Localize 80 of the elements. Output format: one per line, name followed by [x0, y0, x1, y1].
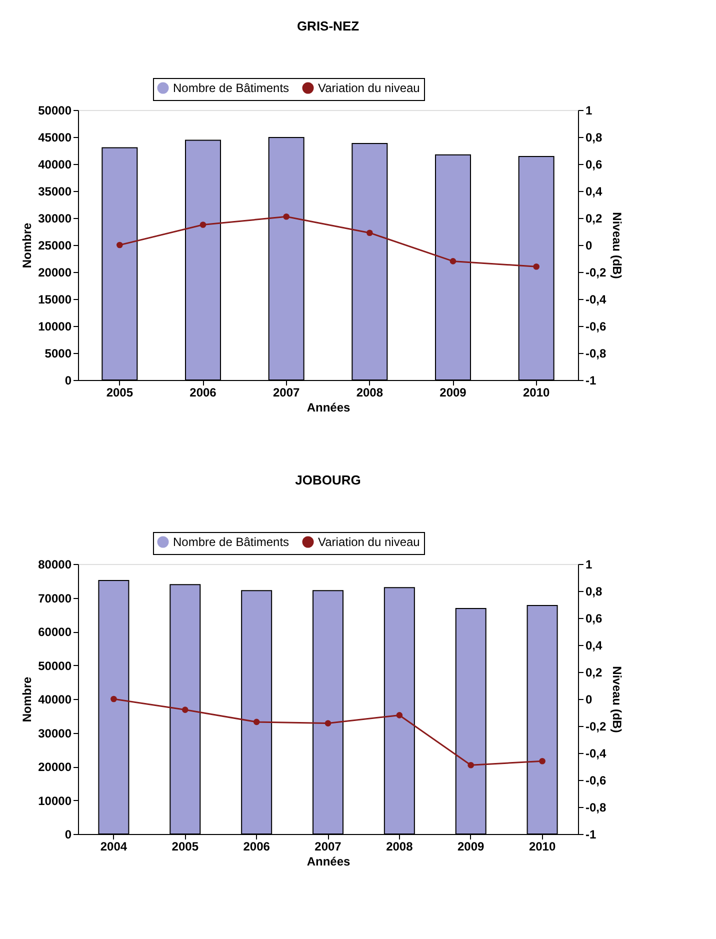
legend-label: Variation du niveau — [318, 535, 420, 549]
legend-label: Variation du niveau — [318, 81, 420, 95]
y2-tick-label: 0,8 — [586, 584, 603, 598]
x-tick-label: 2004 — [100, 840, 128, 854]
point — [283, 213, 290, 220]
x-tick-label: 2005 — [172, 840, 199, 854]
y2-tick-label: 0,8 — [586, 130, 603, 144]
x-tick-label: 2010 — [528, 840, 556, 854]
y-tick-label: 5000 — [44, 346, 72, 360]
point — [533, 263, 540, 270]
y-tick-label: 40000 — [38, 692, 72, 706]
y2-tick-label: 1 — [586, 558, 592, 572]
x-tick-label: 2008 — [386, 840, 414, 854]
y-tick-label: 50000 — [38, 104, 72, 118]
y2-tick-label: -1 — [586, 828, 596, 842]
y2-tick-label: -0,8 — [586, 346, 607, 360]
y-tick-label: 10000 — [38, 320, 72, 334]
x-tick-label: 2007 — [314, 840, 342, 854]
y-tick-label: 0 — [64, 828, 72, 842]
y2-tick-label: -0,8 — [586, 800, 607, 814]
y2-tick-label: -0,2 — [586, 720, 607, 734]
y-axis-title: Nombre — [20, 676, 34, 722]
y2-axis-title: Niveau (dB) — [610, 212, 624, 279]
y2-tick-label: 0,6 — [586, 612, 603, 626]
x-tick-label: 2010 — [522, 386, 550, 400]
y2-tick-label: 0,6 — [586, 158, 603, 172]
y-axis-title: Nombre — [20, 222, 34, 268]
y2-tick-label: -0,6 — [586, 774, 607, 788]
y-tick-label: 0 — [64, 374, 72, 388]
point — [110, 696, 117, 702]
y2-tick-label: -0,6 — [586, 320, 607, 334]
y-tick-label: 25000 — [38, 238, 72, 252]
point — [468, 762, 474, 768]
y-tick-label: 20000 — [38, 266, 72, 280]
y-tick-label: 80000 — [38, 558, 72, 572]
y2-tick-label: 1 — [586, 104, 592, 118]
x-axis-title: Années — [306, 400, 350, 414]
y-tick-label: 60000 — [38, 625, 72, 639]
y2-tick-label: 0,4 — [586, 638, 603, 652]
y2-tick-label: -1 — [586, 374, 596, 388]
y2-tick-label: 0,4 — [586, 184, 603, 198]
y2-tick-label: -0,4 — [586, 746, 607, 760]
chart-title: JOBOURG — [295, 472, 361, 488]
y-tick-label: 20000 — [38, 760, 72, 774]
y2-tick-label: -0,4 — [586, 292, 607, 306]
x-tick-label: 2009 — [458, 840, 485, 854]
y-tick-label: 70000 — [38, 591, 72, 606]
chart-title: GRIS-NEZ — [296, 18, 360, 34]
point — [366, 230, 373, 236]
point — [116, 242, 123, 248]
y-tick-label: 50000 — [38, 658, 72, 673]
y2-tick-label: 0 — [586, 238, 592, 252]
y2-tick-label: 0 — [586, 692, 592, 706]
y-tick-label: 15000 — [38, 292, 72, 306]
point — [396, 712, 403, 718]
y2-axis-title: Niveau (dB) — [610, 666, 624, 733]
y2-tick-label: 0,2 — [586, 212, 603, 226]
y-tick-label: 40000 — [38, 158, 72, 172]
y2-tick-label: -0,2 — [586, 266, 607, 280]
y-tick-label: 30000 — [38, 726, 72, 740]
x-axis-title: Années — [306, 854, 350, 868]
x-tick-label: 2008 — [356, 386, 384, 400]
point — [182, 706, 188, 713]
y-tick-label: 10000 — [38, 794, 72, 808]
point — [253, 718, 260, 726]
point — [200, 222, 206, 228]
x-tick-label: 2006 — [243, 840, 270, 854]
y-tick-label: 35000 — [38, 184, 72, 198]
x-tick-label: 2009 — [440, 386, 467, 400]
y-tick-label: 45000 — [38, 130, 72, 144]
legend-label: Nombre de Bâtiments — [173, 535, 290, 549]
y-tick-label: 30000 — [38, 212, 72, 226]
point — [450, 258, 456, 264]
y2-tick-label: 0,2 — [586, 666, 603, 680]
point — [324, 720, 332, 726]
point — [539, 758, 546, 764]
x-tick-label: 2005 — [106, 386, 134, 400]
legend-label: Nombre de Bâtiments — [173, 81, 290, 95]
x-tick-label: 2007 — [272, 386, 300, 400]
x-tick-label: 2006 — [190, 386, 217, 400]
